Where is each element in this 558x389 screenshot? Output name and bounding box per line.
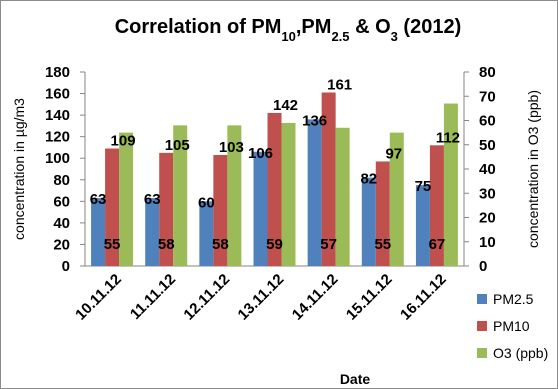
bar-o3ppb xyxy=(335,127,350,267)
data-label-pm25: 75 xyxy=(415,178,432,195)
x-tick-label: 10.11.12 xyxy=(72,271,125,324)
legend-swatch xyxy=(477,294,487,304)
right-tick-label: 30 xyxy=(479,185,496,202)
bar-pm10 xyxy=(429,145,444,266)
x-tick-label: 14.11.12 xyxy=(289,271,342,324)
data-label-pm10: 112 xyxy=(436,129,460,146)
right-tick-label: 40 xyxy=(479,161,496,178)
bar-pm10 xyxy=(267,112,282,266)
data-label-o3: 58 xyxy=(158,236,175,253)
left-tick-label: 60 xyxy=(53,193,70,210)
bar-o3ppb xyxy=(389,132,404,266)
bar-pm25 xyxy=(253,151,268,266)
bar-o3ppb xyxy=(173,125,188,266)
right-tick-label: 20 xyxy=(479,210,496,227)
right-tick-label: 10 xyxy=(479,234,496,251)
legend-label: O3 (ppb) xyxy=(493,345,548,361)
bar-pm10 xyxy=(213,154,228,266)
x-tick-label: 13.11.12 xyxy=(235,271,288,324)
right-tick-label: 70 xyxy=(479,88,496,105)
left-tick-label: 20 xyxy=(53,236,70,253)
bar-pm25 xyxy=(199,201,214,266)
right-tick-label: 80 xyxy=(479,64,496,81)
y-axis-label-right: concentration in O3 (ppb) xyxy=(525,90,541,248)
data-label-pm10: 161 xyxy=(327,76,352,93)
right-tick-label: 60 xyxy=(479,113,496,130)
data-label-pm25: 136 xyxy=(302,112,327,129)
x-tick-label: 12.11.12 xyxy=(180,271,233,324)
x-tick-label: 16.11.12 xyxy=(397,271,450,324)
data-label-o3: 58 xyxy=(212,236,229,253)
data-label-pm25: 63 xyxy=(90,191,107,208)
bar-o3ppb xyxy=(227,125,242,266)
bar-o3ppb xyxy=(443,103,458,267)
data-label-pm25: 63 xyxy=(144,191,161,208)
bar-pm25 xyxy=(307,119,322,266)
bar-pm10 xyxy=(375,161,390,266)
left-tick-label: 40 xyxy=(53,215,70,232)
bar-pm25 xyxy=(361,177,376,266)
data-label-o3: 59 xyxy=(266,236,283,253)
data-label-pm10: 103 xyxy=(219,139,244,156)
legend: PM2.5 PM10 O3 (ppb) xyxy=(477,291,548,361)
left-tick-label: 120 xyxy=(45,129,70,146)
bar-o3ppb xyxy=(119,132,134,266)
bar-pm10 xyxy=(105,148,120,266)
x-tick-label: 15.11.12 xyxy=(343,271,396,324)
data-label-pm10: 105 xyxy=(165,137,190,154)
bar-pm25 xyxy=(415,185,430,266)
left-tick-label: 140 xyxy=(45,107,70,124)
axes: 0 20 40 60 80 100 120 140 160 180 0 10 20 30 40 50 60 70 8… xyxy=(11,64,541,387)
bars xyxy=(91,92,458,267)
bar-pm10 xyxy=(321,92,336,266)
bar-pm25 xyxy=(145,198,160,266)
data-label-pm25: 106 xyxy=(248,145,273,162)
legend-label: PM2.5 xyxy=(493,291,534,307)
left-tick-label: 0 xyxy=(62,258,70,275)
y-axis-label-left: concentration in µg/m3 xyxy=(11,98,27,240)
data-label-pm10: 97 xyxy=(385,145,402,162)
left-tick-label: 100 xyxy=(45,150,70,167)
data-label-o3: 67 xyxy=(429,236,446,253)
legend-swatch xyxy=(477,348,487,358)
data-label-o3: 57 xyxy=(320,236,337,253)
data-label-pm10: 142 xyxy=(273,97,298,114)
bar-pm25 xyxy=(91,198,106,266)
legend-label: PM10 xyxy=(493,318,530,334)
legend-swatch xyxy=(477,321,487,331)
right-tick-label: 0 xyxy=(479,258,487,275)
bar-pm10 xyxy=(159,152,174,266)
chart-title: Correlation of PM10,PM2.5 & O3 (2012) xyxy=(115,16,462,44)
data-label-pm10: 109 xyxy=(111,133,136,150)
data-label-pm25: 82 xyxy=(360,171,377,188)
data-label-o3: 55 xyxy=(374,236,391,253)
data-label-pm25: 60 xyxy=(198,194,215,211)
x-tick-label: 11.11.12 xyxy=(127,271,179,323)
data-labels: 63 109 55 63 105 58 60 103 58 106 142 59 136 161 57 82 9… xyxy=(90,76,460,253)
left-tick-label: 160 xyxy=(45,86,70,103)
data-label-o3: 55 xyxy=(104,236,121,253)
bar-o3ppb xyxy=(281,122,296,266)
left-tick-label: 80 xyxy=(53,172,70,189)
right-tick-label: 50 xyxy=(479,137,496,154)
left-tick-label: 180 xyxy=(45,64,70,81)
x-axis-label: Date xyxy=(340,371,371,387)
